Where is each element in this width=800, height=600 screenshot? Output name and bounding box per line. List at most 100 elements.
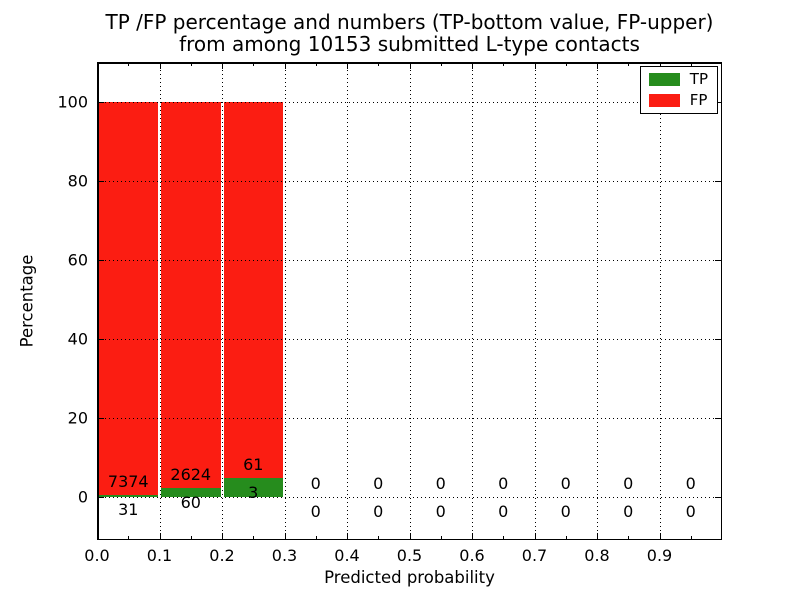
y-major-tick	[97, 101, 104, 103]
y-tick-label: 20	[67, 408, 88, 428]
fp-count-label: 7374	[107, 471, 149, 491]
fp-count-label: 2624	[170, 464, 212, 484]
x-minor-tick	[253, 62, 255, 66]
y-major-tick	[97, 338, 104, 341]
fp-count-label: 61	[243, 455, 264, 474]
x-tick-label: 0.5	[396, 546, 423, 565]
bar-segment-tp	[161, 488, 221, 497]
x-major-tick	[97, 62, 99, 69]
y-major-tick	[715, 101, 722, 103]
legend: TP FP	[639, 66, 718, 114]
spine-left	[97, 62, 99, 540]
y-major-tick	[715, 417, 722, 420]
tp-count-label: 31	[118, 499, 139, 519]
x-tick-label: 0.6	[459, 546, 485, 565]
y-major-tick	[97, 417, 104, 420]
chart-title-line2: from among 10153 submitted L-type contac…	[179, 32, 640, 56]
x-minor-tick	[503, 62, 505, 66]
x-major-tick	[597, 533, 599, 540]
x-tick-label: 0.0	[84, 546, 110, 565]
x-tick-label: 0.7	[521, 546, 548, 565]
fp-count-label: 0	[498, 473, 509, 493]
x-minor-tick	[440, 62, 442, 66]
gridline-vertical	[159, 62, 161, 540]
chart-title-line1: TP /FP percentage and numbers (TP-bottom…	[105, 10, 714, 34]
legend-item-tp: TP	[648, 70, 708, 88]
x-major-tick	[222, 533, 224, 540]
x-minor-tick	[190, 536, 192, 540]
y-major-tick	[715, 338, 722, 341]
legend-label-tp: TP	[689, 70, 708, 88]
x-major-tick	[597, 62, 599, 69]
x-minor-tick	[128, 62, 130, 66]
x-minor-tick	[565, 536, 567, 540]
x-minor-tick	[378, 62, 380, 66]
x-major-tick	[409, 62, 411, 69]
tp-count-label: 0	[498, 501, 509, 521]
tp-count-label: 0	[435, 501, 446, 521]
x-minor-tick	[565, 62, 567, 66]
tp-count-label: 0	[623, 501, 634, 521]
x-major-tick	[284, 533, 286, 540]
tp-count-label: 0	[560, 501, 571, 521]
x-major-tick	[409, 533, 411, 540]
x-major-tick	[347, 62, 349, 69]
legend-swatch-fp-icon	[648, 94, 680, 107]
y-major-tick	[715, 497, 722, 499]
x-major-tick	[159, 62, 161, 69]
y-tick-label: 60	[67, 250, 88, 270]
x-major-tick	[534, 533, 536, 540]
y-tick-label: 40	[67, 329, 88, 349]
legend-item-fp: FP	[648, 93, 708, 108]
x-major-tick	[659, 533, 661, 540]
fp-count-label: 0	[623, 473, 634, 493]
gridline-vertical	[597, 62, 598, 540]
y-axis-label: Percentage	[17, 254, 37, 348]
y-tick-label: 100	[57, 92, 88, 111]
gridline-vertical	[659, 62, 661, 540]
x-minor-tick	[440, 536, 442, 540]
y-major-tick	[97, 180, 104, 182]
fp-count-label: 0	[560, 473, 571, 493]
x-minor-tick	[315, 62, 317, 66]
gridline-vertical	[284, 62, 286, 540]
x-tick-label: 0.9	[646, 546, 673, 565]
tp-count-label: 0	[373, 501, 384, 521]
bar-segment-fp	[97, 101, 158, 496]
y-major-tick	[97, 259, 104, 262]
x-major-tick	[159, 533, 161, 540]
y-major-tick	[715, 259, 722, 262]
fp-count-label: 0	[310, 473, 321, 493]
bar-segment-tp	[97, 495, 158, 497]
x-major-tick	[97, 533, 99, 540]
x-tick-label: 0.3	[271, 546, 298, 565]
x-minor-tick	[690, 62, 692, 66]
x-major-tick	[472, 62, 474, 69]
gridline-vertical	[347, 62, 348, 540]
x-minor-tick	[503, 536, 505, 540]
bar-segment-tp	[223, 478, 283, 497]
x-major-tick	[534, 62, 536, 69]
bar-segment-fp	[223, 101, 283, 479]
x-tick-label: 0.1	[146, 546, 173, 565]
fp-count-label: 0	[373, 473, 384, 493]
legend-swatch-tp-icon	[648, 73, 680, 86]
x-axis-label: Predicted probability	[324, 568, 495, 587]
y-major-tick	[97, 497, 104, 499]
x-minor-tick	[190, 62, 192, 66]
x-tick-label: 0.4	[334, 546, 360, 565]
chart-title: TP /FP percentage and numbers (TP-bottom…	[97, 11, 722, 55]
fp-count-label: 0	[685, 473, 696, 493]
x-minor-tick	[690, 536, 692, 540]
x-major-tick	[222, 62, 224, 69]
x-minor-tick	[128, 536, 130, 540]
gridline-vertical	[222, 62, 223, 540]
fp-count-label: 0	[435, 473, 446, 493]
x-minor-tick	[628, 536, 630, 540]
x-minor-tick	[315, 536, 317, 540]
y-major-tick	[715, 180, 722, 182]
gridline-vertical	[534, 62, 536, 540]
x-minor-tick	[628, 62, 630, 66]
gridline-vertical	[409, 62, 411, 540]
